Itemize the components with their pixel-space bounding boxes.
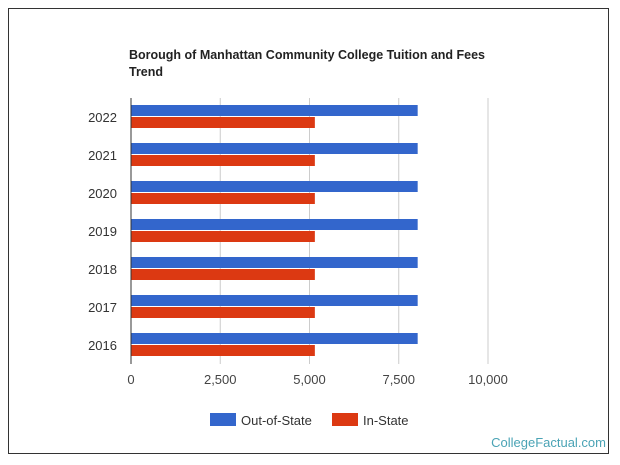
bar-in-state <box>131 231 315 242</box>
bar-in-state <box>131 269 315 280</box>
chart-title: Borough of Manhattan Community College T… <box>129 48 486 79</box>
x-tick-label: 2,500 <box>204 372 237 387</box>
y-tick-label: 2016 <box>88 338 117 353</box>
bar-out-of-state <box>131 295 418 306</box>
bar-in-state <box>131 193 315 204</box>
bar-in-state <box>131 307 315 318</box>
bar-out-of-state <box>131 181 418 192</box>
footer-link[interactable]: CollegeFactual.com <box>491 435 606 450</box>
bar-out-of-state <box>131 257 418 268</box>
bar-out-of-state <box>131 105 418 116</box>
y-tick-label: 2018 <box>88 262 117 277</box>
bar-out-of-state <box>131 219 418 230</box>
bar-in-state <box>131 345 315 356</box>
legend-label: In-State <box>363 413 409 428</box>
y-tick-label: 2022 <box>88 110 117 125</box>
legend-swatch <box>210 413 236 426</box>
y-tick-label: 2019 <box>88 224 117 239</box>
bar-out-of-state <box>131 143 418 154</box>
legend-swatch <box>332 413 358 426</box>
bar-in-state <box>131 155 315 166</box>
x-tick-label: 10,000 <box>468 372 508 387</box>
x-tick-label: 7,500 <box>382 372 415 387</box>
chart-frame <box>8 8 609 454</box>
y-tick-label: 2017 <box>88 300 117 315</box>
legend-label: Out-of-State <box>241 413 312 428</box>
y-tick-label: 2020 <box>88 186 117 201</box>
x-tick-label: 5,000 <box>293 372 326 387</box>
x-tick-label: 0 <box>127 372 134 387</box>
y-tick-label: 2021 <box>88 148 117 163</box>
bar-out-of-state <box>131 333 418 344</box>
bar-in-state <box>131 117 315 128</box>
